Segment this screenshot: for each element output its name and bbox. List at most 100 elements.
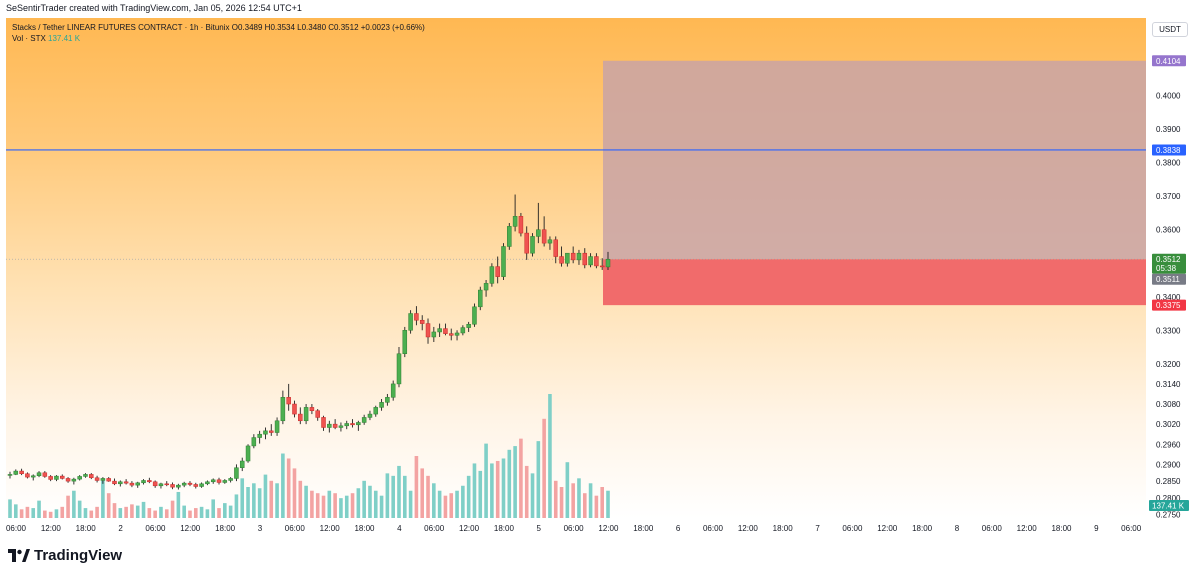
volume-bar — [263, 474, 268, 518]
candle-body — [7, 474, 13, 476]
candle — [419, 315, 425, 331]
candle-body — [507, 226, 512, 247]
stop-zone[interactable] — [603, 259, 1146, 306]
candle-body — [210, 479, 216, 483]
y-tick-label: 0.3020 — [1156, 420, 1181, 429]
volume-bar — [519, 438, 523, 518]
volume-price-label: 137.41 K — [1152, 502, 1185, 511]
volume-bar — [548, 394, 552, 518]
candle — [30, 474, 36, 481]
candle-body — [402, 330, 408, 354]
candle — [257, 430, 262, 444]
candle — [193, 482, 199, 489]
volume-bar — [571, 483, 575, 518]
candle — [158, 482, 164, 489]
candle-body — [251, 437, 257, 447]
x-tick-label: 8 — [955, 524, 960, 533]
candle — [100, 477, 106, 484]
candle-body — [501, 246, 506, 277]
candle-body — [588, 256, 593, 266]
candle-body — [576, 252, 582, 261]
candle — [599, 258, 605, 270]
candle — [152, 480, 158, 488]
volume-bar — [223, 503, 227, 518]
y-tick-label: 0.3900 — [1156, 125, 1181, 134]
candle — [286, 383, 291, 411]
candle — [77, 475, 82, 481]
candle-body — [147, 480, 152, 483]
candle — [541, 216, 547, 247]
candle-body — [321, 417, 326, 428]
candle — [19, 468, 24, 476]
volume-bar — [72, 490, 76, 518]
candle — [199, 482, 204, 488]
candle — [478, 286, 483, 311]
volume-bar — [437, 490, 442, 518]
x-tick-label: 5 — [537, 524, 542, 533]
candle — [89, 473, 94, 480]
candle-body — [361, 417, 367, 423]
candle — [373, 405, 379, 417]
volume-bar — [298, 480, 303, 518]
volume-bar — [327, 490, 332, 518]
candle-body — [425, 323, 431, 338]
candle-body — [344, 423, 349, 427]
candle — [390, 380, 396, 401]
candle — [518, 212, 524, 237]
volume-bar — [315, 493, 320, 518]
volume-bar — [159, 506, 163, 518]
candle — [222, 479, 228, 484]
volume-bar — [25, 506, 30, 518]
candlestick-series — [7, 194, 611, 490]
price-chart[interactable]: 0.40000.39000.38000.37000.36000.34000.33… — [0, 0, 1199, 540]
candle-body — [42, 472, 48, 477]
target-zone[interactable] — [603, 60, 1146, 260]
candle — [495, 256, 500, 284]
candle — [129, 481, 135, 488]
x-tick-label: 12:00 — [180, 524, 201, 533]
candle-body — [135, 482, 140, 486]
price-axis: 0.40000.39000.38000.37000.36000.34000.33… — [1156, 92, 1181, 520]
volume-bar — [472, 463, 477, 518]
candle-body — [205, 481, 210, 485]
volume-bar — [577, 478, 581, 518]
x-tick-label: 7 — [815, 524, 820, 533]
volume-bar — [432, 483, 436, 518]
candle-body — [489, 266, 495, 284]
candle-body — [530, 236, 535, 254]
y-tick-label: 0.2900 — [1156, 460, 1181, 469]
y-tick-label: 0.3080 — [1156, 400, 1181, 409]
x-tick-label: 18:00 — [494, 524, 515, 533]
candle — [547, 236, 553, 250]
candle — [292, 400, 297, 418]
candle — [472, 303, 477, 327]
candle-body — [518, 216, 524, 234]
volume-bar — [507, 449, 512, 518]
x-tick-label: 9 — [1094, 524, 1099, 533]
volume-bar — [176, 491, 181, 518]
y-tick-label: 0.2800 — [1156, 494, 1181, 503]
candle-body — [547, 239, 553, 244]
currency-selector[interactable]: USDT — [1152, 22, 1188, 37]
stop-price-label: 0.3375 — [1156, 301, 1181, 310]
candle — [36, 471, 42, 478]
volume-bar — [443, 495, 448, 518]
volume-bar — [536, 441, 541, 518]
volume-bar — [54, 509, 59, 518]
candle — [489, 263, 495, 287]
candle-body — [54, 475, 59, 480]
x-tick-label: 12:00 — [738, 524, 759, 533]
tradingview-logo: TradingView — [8, 547, 122, 564]
volume-bar — [385, 473, 390, 518]
volume-bar — [31, 508, 36, 518]
volume-bar — [124, 506, 128, 518]
volume-bar — [211, 499, 216, 518]
candle-body — [123, 481, 129, 484]
candle — [48, 475, 53, 482]
volume-bar — [281, 453, 285, 518]
candle-body — [77, 476, 82, 480]
volume-bar — [402, 475, 407, 518]
x-tick-label: 6 — [676, 524, 681, 533]
candle-body — [373, 407, 379, 415]
candle — [181, 481, 187, 488]
